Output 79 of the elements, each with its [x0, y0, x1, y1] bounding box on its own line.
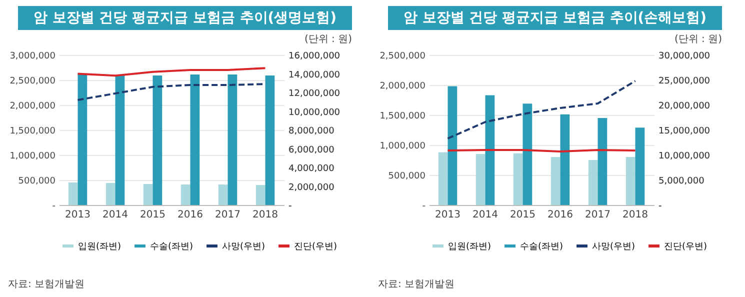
x-tick-label: 2013: [65, 210, 90, 220]
y2-tick-label: 14,000,000: [288, 70, 340, 80]
y-tick-label: 2,500,000: [380, 52, 426, 62]
x-tick-label: 2018: [622, 210, 648, 220]
y-tick-label: 3,000,000: [10, 52, 56, 62]
legend-label: 진단(우변): [294, 242, 338, 252]
x-tick-label: 2018: [252, 210, 278, 220]
x-tick-label: 2016: [548, 210, 573, 220]
y2-tick-label: 25,000,000: [658, 76, 710, 86]
bar: [228, 74, 238, 205]
line-series: [76, 67, 266, 77]
legend-label: 입원(좌변): [448, 242, 492, 252]
bar: [152, 76, 162, 205]
y-tick-label: 500,000: [388, 172, 426, 182]
legend-label: 사망(우변): [222, 242, 266, 252]
y-tick-label: 2,000,000: [380, 82, 426, 92]
y-tick-label: 1,000,000: [10, 152, 56, 162]
y-tick-label: 2,500,000: [10, 76, 56, 86]
y2-tick-label: 5,000,000: [658, 176, 705, 186]
bar: [476, 154, 486, 205]
y-tick-label: 1,500,000: [10, 126, 56, 136]
y-tick-label: 2,000,000: [10, 102, 56, 112]
y2-tick-label: -: [658, 202, 662, 212]
y2-tick-label: 12,000,000: [288, 89, 340, 99]
line-series: [446, 80, 636, 140]
bar: [256, 185, 266, 205]
y2-tick-label: 2,000,000: [288, 182, 335, 193]
y-tick-label: 1,500,000: [380, 112, 426, 122]
bar: [560, 114, 570, 205]
bar: [68, 182, 78, 205]
bar: [626, 157, 636, 205]
bar: [218, 184, 228, 205]
bar: [485, 95, 495, 205]
y2-tick-label: 4,000,000: [288, 164, 335, 174]
legend-label: 수술(좌변): [150, 242, 194, 252]
bar: [265, 76, 275, 205]
y-tick-label: -: [52, 202, 56, 212]
bar: [513, 153, 523, 205]
x-tick-label: 2013: [435, 210, 460, 220]
y2-tick-label: 8,000,000: [288, 126, 335, 136]
text: 자료: 보험개발원: [8, 278, 86, 291]
x-tick-label: 2015: [510, 210, 536, 220]
bar: [180, 184, 190, 205]
bar: [190, 74, 200, 205]
bar: [106, 183, 116, 205]
x-tick-label: 2015: [140, 210, 166, 220]
x-tick-label: 2017: [585, 210, 610, 220]
y2-tick-label: 20,000,000: [658, 102, 710, 112]
x-tick-label: 2014: [472, 210, 498, 220]
bar: [438, 152, 448, 205]
y-tick-label: -: [422, 202, 426, 212]
bar: [522, 104, 532, 205]
y-tick-label: 500,000: [18, 176, 56, 186]
bar: [550, 157, 560, 205]
x-tick-label: 2017: [215, 210, 240, 220]
legend-label: 진단(우변): [664, 242, 708, 252]
legend-label: 수술(좌변): [520, 242, 564, 252]
y2-tick-label: -: [288, 202, 292, 212]
x-tick-label: 2016: [178, 210, 203, 220]
bar: [635, 128, 645, 205]
x-tick-label: 2014: [102, 210, 128, 220]
y2-tick-label: 15,000,000: [658, 126, 710, 136]
bar: [78, 74, 88, 205]
y2-tick-label: 6,000,000: [288, 145, 335, 156]
legend-label: 입원(좌변): [78, 242, 122, 252]
bar: [588, 160, 598, 205]
legend-label: 사망(우변): [592, 242, 636, 252]
y2-tick-label: 10,000,000: [288, 108, 340, 118]
y-tick-label: 1,000,000: [380, 142, 426, 152]
text: (단위 : 원): [303, 33, 352, 46]
bar: [448, 86, 458, 205]
bar: [143, 184, 153, 205]
y2-tick-label: 10,000,000: [658, 152, 710, 162]
y2-tick-label: 16,000,000: [288, 52, 340, 62]
text: (단위 : 원): [673, 33, 722, 46]
text: 자료: 보험개발원: [378, 278, 456, 291]
bar: [115, 76, 125, 205]
bar: [598, 118, 608, 205]
y2-tick-label: 30,000,000: [658, 52, 710, 62]
